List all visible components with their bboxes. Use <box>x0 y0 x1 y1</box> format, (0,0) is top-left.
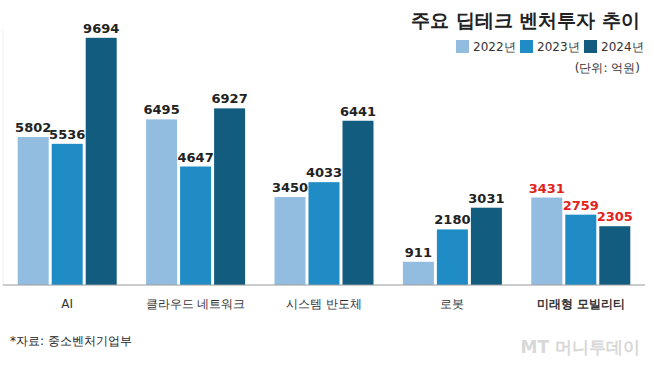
data-label: 3031 <box>468 191 504 206</box>
legend-swatch <box>456 40 469 53</box>
bar <box>309 182 340 285</box>
data-labels: 58025536 9694 6495 4647 6927 34504033 6441 911 2… <box>15 21 633 260</box>
value-axis <box>3 30 4 285</box>
data-label: 911 <box>405 245 432 260</box>
bar <box>343 121 374 285</box>
source: *자료: 중소벤처기업부 <box>10 334 132 348</box>
bar <box>437 229 468 285</box>
watermark: MT 머니투데이 <box>521 337 640 357</box>
bar <box>403 262 434 285</box>
data-label: 5536 <box>49 127 85 142</box>
bar <box>52 144 83 285</box>
bar <box>471 208 502 285</box>
unit: (단위: 억원) <box>575 61 640 75</box>
legend-swatch <box>520 40 533 53</box>
bar <box>565 215 596 285</box>
category-label: 로봇 <box>440 297 464 311</box>
data-label: 5802 <box>15 120 51 135</box>
data-label: 9694 <box>83 21 119 36</box>
data-label: 6495 <box>144 102 180 117</box>
bar <box>599 226 630 285</box>
bar <box>180 167 211 285</box>
data-label: 2305 <box>597 209 633 224</box>
data-label: 4647 <box>178 150 214 165</box>
legend-swatch <box>584 40 597 53</box>
bars <box>18 38 631 285</box>
data-label: 6441 <box>340 104 376 119</box>
data-label: 3431 <box>529 181 565 196</box>
category-label: 시스템 반도체 <box>286 297 362 311</box>
bar <box>146 119 177 285</box>
data-label: 6927 <box>212 91 248 106</box>
bar <box>86 38 117 285</box>
legend-label: 2024년 <box>601 40 644 54</box>
baseline <box>3 285 645 286</box>
data-label: 4033 <box>306 165 342 180</box>
category-label: AI <box>61 297 73 311</box>
bar <box>214 108 245 285</box>
category-label: 클라우드 네트워크 <box>146 297 246 311</box>
legend-label: 2022년 <box>473 40 516 54</box>
title: 주요 딥테크 벤처투자 추이 <box>411 9 640 31</box>
bar <box>531 198 562 285</box>
chart: 58025536 9694 6495 4647 6927 34504033 6441 911 2… <box>0 0 654 370</box>
bar <box>275 197 306 285</box>
data-label: 2759 <box>563 198 599 213</box>
data-label: 2180 <box>434 212 470 227</box>
bar <box>18 137 49 285</box>
category-label: 미래형 모빌리티 <box>537 297 625 311</box>
data-label: 3450 <box>272 180 308 195</box>
legend-label: 2023년 <box>537 40 580 54</box>
legend: 2022년 2023년 2024년 <box>456 40 644 54</box>
